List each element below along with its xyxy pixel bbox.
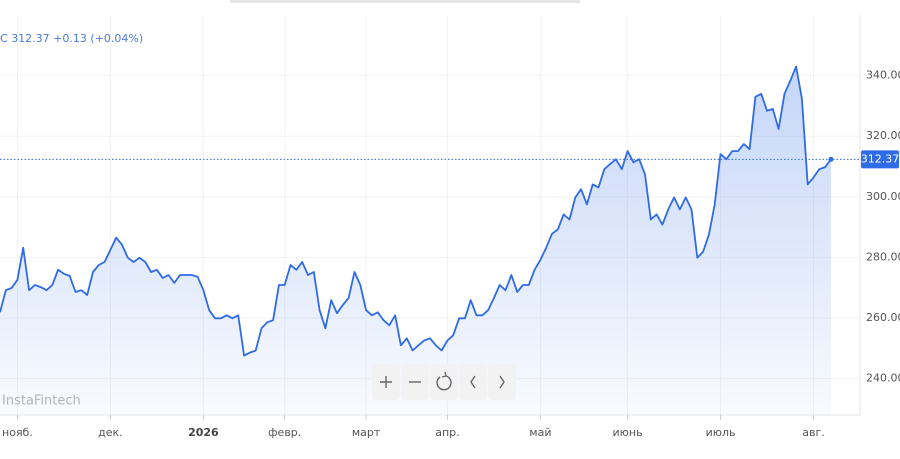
- x-tick-label: авг.: [802, 426, 825, 439]
- symbol: C: [0, 32, 8, 45]
- watermark: InstaFintech: [2, 394, 81, 409]
- x-tick-label: май: [529, 426, 551, 439]
- zoom-in-icon: [380, 376, 392, 388]
- change: +0.13: [53, 32, 87, 45]
- x-tick-label: дек.: [98, 426, 123, 439]
- scroll-left-icon: [470, 375, 476, 389]
- scroll-right-icon: [499, 375, 505, 389]
- x-tick-label: июль: [706, 426, 736, 439]
- header: C 312.37 +0.13 (+0.04%): [0, 32, 143, 45]
- reset-button[interactable]: [430, 364, 458, 400]
- last-price-badge: [861, 150, 899, 169]
- reset-icon: [436, 371, 452, 391]
- y-tick-label: 320.00: [866, 129, 900, 142]
- area: [0, 66, 831, 415]
- last-price-dot: [828, 156, 834, 162]
- y-tick-label: 260.00: [866, 311, 900, 324]
- y-tick-label: 300.00: [866, 190, 900, 203]
- y-tick-label: 340.00: [866, 69, 900, 82]
- change-pct: (+0.04%): [90, 32, 143, 45]
- x-tick-label: 2026: [188, 426, 219, 439]
- price: 312.37: [11, 32, 50, 45]
- price-line: [0, 65, 832, 357]
- y-tick-label: 240.00: [866, 372, 900, 385]
- last-price-label: 312.37: [861, 152, 900, 165]
- y-tick-label: 280.00: [866, 250, 900, 263]
- x-tick-label: июнь: [613, 426, 643, 439]
- top-bar: [230, 0, 580, 3]
- scroll-right-button[interactable]: [488, 364, 516, 400]
- x-tick-label: нояб.: [2, 426, 33, 439]
- x-tick-label: март: [352, 426, 381, 439]
- scroll-left-button[interactable]: [459, 364, 487, 400]
- toolbar: [372, 364, 516, 400]
- x-tick-label: апр.: [435, 426, 459, 439]
- x-tick-label: февр.: [268, 426, 301, 439]
